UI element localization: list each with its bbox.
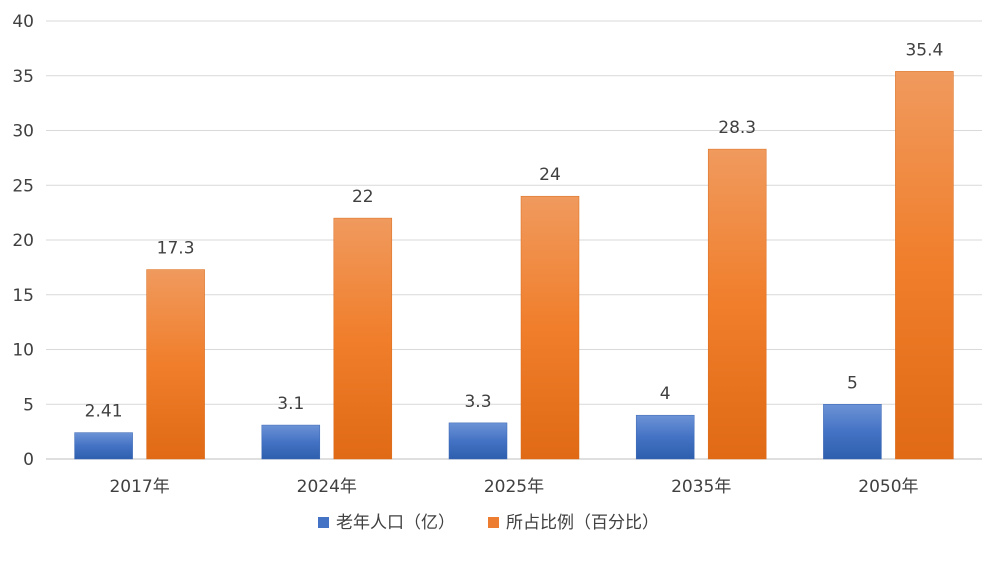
y-tick-label: 20 [12,231,34,251]
data-label: 17.3 [157,239,195,259]
data-label: 5 [847,373,858,393]
x-tick-label: 2024年 [297,477,357,497]
data-label: 35.4 [905,40,943,60]
x-tick-label: 2050年 [858,477,918,497]
legend-label: 老年人口（亿） [336,513,455,533]
bar-elderly-population-4 [823,404,882,460]
y-tick-label: 40 [12,12,34,32]
bar-elderly-population-0 [74,432,133,460]
bar-elderly-population-2 [448,422,508,460]
data-label: 22 [352,187,374,207]
bar-elderly-population-1 [261,424,321,460]
x-tick-label: 2025年 [484,477,544,497]
y-tick-label: 15 [12,286,34,306]
x-tick-label: 2017年 [109,477,169,497]
data-label: 28.3 [718,118,756,138]
data-label: 3.1 [277,394,304,414]
legend-label: 所占比例（百分比） [506,513,659,533]
legend: 老年人口（亿） 所占比例（百分比） [318,513,659,533]
y-tick-label: 5 [23,395,34,415]
bar-elderly-population-3 [635,414,695,460]
bar-percentage-4 [895,71,954,460]
data-label: 2.41 [85,402,123,422]
bar-percentage-0 [146,269,205,460]
bars [74,71,954,460]
y-tick-label: 30 [12,122,34,142]
data-label: 4 [660,384,671,404]
data-label: 24 [539,165,561,185]
x-axis: 2017年 2024年 2025年 2035年 2050年 [109,477,918,497]
y-tick-label: 0 [23,450,34,470]
bar-percentage-2 [520,195,580,460]
data-labels: 2.41 17.3 3.1 22 3.3 24 4 28.3 5 35.4 [85,40,944,421]
data-label: 3.3 [464,392,491,412]
x-tick-label: 2035年 [671,477,731,497]
y-tick-label: 35 [12,67,34,87]
bar-percentage-3 [707,148,767,460]
y-axis: 0 5 10 15 20 25 30 35 40 [12,12,34,470]
y-tick-label: 10 [12,341,34,361]
y-tick-label: 25 [12,176,34,196]
legend-swatch [488,517,499,528]
bar-percentage-1 [333,217,393,460]
legend-swatch [318,517,329,528]
